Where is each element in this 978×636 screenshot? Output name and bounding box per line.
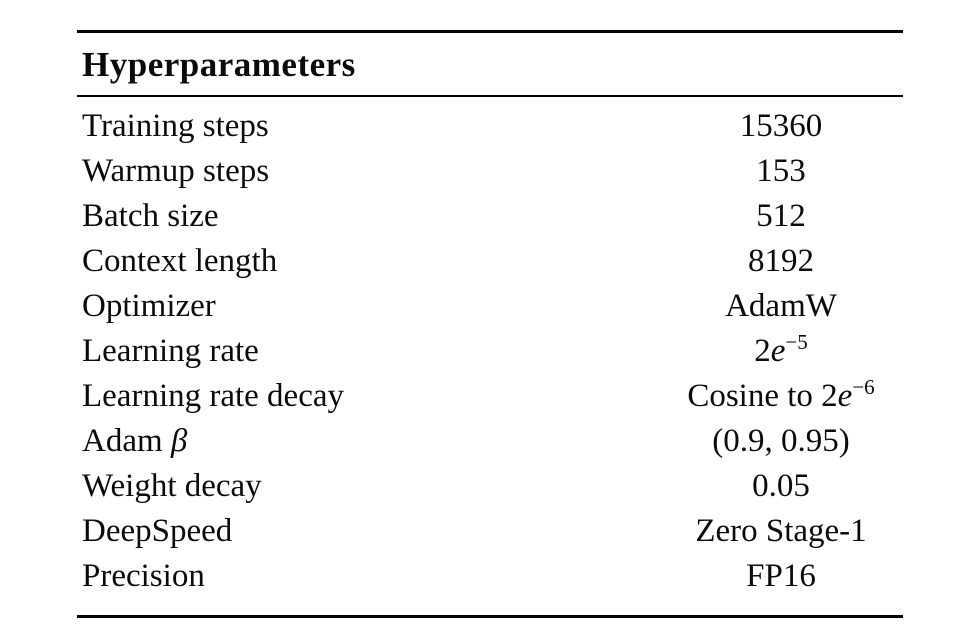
row-value: 512 xyxy=(659,194,903,239)
table-row: Context length 8192 xyxy=(77,239,903,284)
hyperparameters-table: Hyperparameters Training steps 15360 Warmu… xyxy=(77,30,903,618)
row-label: Learning rate xyxy=(77,329,659,374)
text-segment: 8192 xyxy=(748,243,814,279)
table-row: Precision FP16 xyxy=(77,554,903,599)
row-label: Adam β xyxy=(77,419,659,464)
text-segment: Zero Stage-1 xyxy=(695,513,867,549)
row-label: Training steps xyxy=(77,104,659,149)
row-label: Precision xyxy=(77,554,659,599)
text-segment: Warmup steps xyxy=(82,153,270,189)
row-label: Batch size xyxy=(77,194,659,239)
text-segment: Cosine to 2 xyxy=(687,378,838,414)
text-segment: (0.9, 0.95) xyxy=(712,423,850,459)
text-segment: e xyxy=(837,378,853,414)
text-segment: Training steps xyxy=(82,108,269,144)
table-row: Optimizer AdamW xyxy=(77,284,903,329)
row-label: Warmup steps xyxy=(77,149,659,194)
table-body: Training steps 15360 Warmup steps 153 Batch … xyxy=(77,97,903,615)
table-row: Weight decay 0.05 xyxy=(77,464,903,509)
table-header-title: Hyperparameters xyxy=(82,45,356,84)
table-row: Learning rate decay Cosine to 2e−6 xyxy=(77,374,903,419)
row-value: 15360 xyxy=(659,104,903,149)
row-label: Learning rate decay xyxy=(77,374,659,419)
text-segment: 0.05 xyxy=(752,468,810,504)
row-label: Weight decay xyxy=(77,464,659,509)
table-row: Batch size 512 xyxy=(77,194,903,239)
text-segment: AdamW xyxy=(725,288,837,324)
text-segment: DeepSpeed xyxy=(82,513,233,549)
row-value: AdamW xyxy=(659,284,903,329)
text-segment: β xyxy=(170,423,188,459)
text-segment: e xyxy=(770,333,786,369)
text-segment: Context length xyxy=(82,243,278,279)
table-row: Adam β (0.9, 0.95) xyxy=(77,419,903,464)
table-row: Training steps 15360 xyxy=(77,104,903,149)
row-value: Zero Stage-1 xyxy=(659,509,903,554)
text-segment: Optimizer xyxy=(82,288,216,324)
table-row: Warmup steps 153 xyxy=(77,149,903,194)
text-segment: Weight decay xyxy=(82,468,262,504)
table-bottom-rule xyxy=(77,615,903,618)
text-segment: 512 xyxy=(756,198,806,234)
text-segment: 15360 xyxy=(739,108,823,144)
text-segment: 2 xyxy=(754,333,771,369)
text-segment: Learning rate decay xyxy=(82,378,345,414)
text-segment: Learning rate xyxy=(82,333,259,369)
table-row: Learning rate 2e−5 xyxy=(77,329,903,374)
text-segment: Batch size xyxy=(82,198,219,234)
text-segment: Precision xyxy=(82,558,205,594)
row-value: 2e−5 xyxy=(659,329,903,374)
row-label: Optimizer xyxy=(77,284,659,329)
text-segment: Adam xyxy=(82,423,171,459)
text-segment: 153 xyxy=(756,153,806,189)
table-row: DeepSpeed Zero Stage-1 xyxy=(77,509,903,554)
row-value: 153 xyxy=(659,149,903,194)
table-top-rule xyxy=(77,30,903,33)
row-value: FP16 xyxy=(659,554,903,599)
row-value: 0.05 xyxy=(659,464,903,509)
superscript-text: −6 xyxy=(852,375,875,400)
row-value: 8192 xyxy=(659,239,903,284)
row-label: DeepSpeed xyxy=(77,509,659,554)
row-value: (0.9, 0.95) xyxy=(659,419,903,464)
row-value: Cosine to 2e−6 xyxy=(659,374,903,419)
table-header-rule xyxy=(77,95,903,97)
row-label: Context length xyxy=(77,239,659,284)
superscript-text: −5 xyxy=(785,330,808,355)
text-segment: FP16 xyxy=(746,558,816,594)
